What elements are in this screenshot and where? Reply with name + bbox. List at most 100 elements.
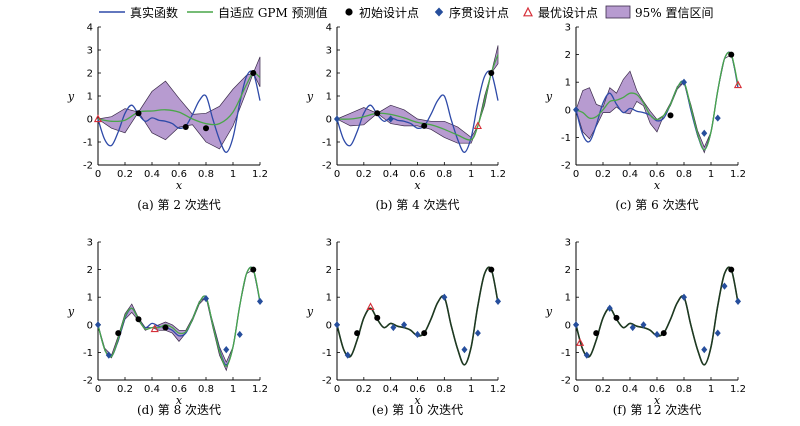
best-point bbox=[733, 80, 743, 89]
true-function-line bbox=[97, 266, 261, 366]
x-tick-label: 0.4 bbox=[144, 169, 160, 180]
y-tick-label: -2 bbox=[561, 376, 571, 387]
x-tick-label: 0.2 bbox=[595, 384, 611, 395]
x-tick-label: 1.2 bbox=[730, 169, 746, 180]
best-point bbox=[93, 114, 103, 123]
sequential-point bbox=[640, 321, 647, 329]
sequential-point bbox=[461, 346, 468, 354]
sequential-point bbox=[573, 321, 579, 329]
true-function-line bbox=[336, 266, 499, 366]
gpm-prediction-line bbox=[97, 266, 261, 367]
initial-point bbox=[182, 124, 189, 131]
y-tick-label: -1 bbox=[322, 138, 332, 149]
initial-point bbox=[421, 330, 428, 337]
sequential-point bbox=[735, 297, 741, 305]
x-axis-label: x bbox=[414, 179, 421, 192]
y-tick-label: 4 bbox=[87, 23, 93, 34]
y-tick-label: 3 bbox=[326, 46, 332, 57]
x-tick-label: 0.6 bbox=[171, 169, 187, 180]
x-tick-label: 1.2 bbox=[252, 169, 268, 180]
x-tick-label: 1.2 bbox=[490, 384, 506, 395]
x-tick-label: 0.6 bbox=[410, 384, 426, 395]
x-tick-label: 1 bbox=[468, 384, 474, 395]
initial-point bbox=[250, 266, 257, 273]
sequential-point bbox=[387, 115, 394, 123]
x-tick-label: 0.4 bbox=[622, 384, 638, 395]
sequential-point bbox=[583, 351, 590, 359]
y-tick-label: -1 bbox=[561, 133, 571, 144]
y-tick-label: -2 bbox=[83, 376, 93, 387]
legend-best-point-label: 最优设计点 bbox=[538, 5, 599, 20]
legend-line-green-icon bbox=[187, 11, 213, 13]
sequential-point bbox=[105, 351, 112, 359]
legend-initial-points-label: 初始设计点 bbox=[359, 5, 420, 20]
legend-true-function: 真实函数 bbox=[98, 3, 178, 21]
sequential-point bbox=[681, 78, 687, 86]
sequential-point bbox=[390, 323, 397, 332]
sequential-point bbox=[203, 294, 209, 303]
y-tick-label: -1 bbox=[83, 348, 93, 359]
ci-band bbox=[97, 269, 261, 372]
legend-initial-points: 初始设计点 bbox=[343, 3, 419, 21]
sequential-point bbox=[721, 282, 728, 290]
x-tick-label: 1 bbox=[708, 169, 714, 180]
x-axis-label: x bbox=[414, 394, 421, 407]
y-tick-label: 2 bbox=[326, 265, 332, 276]
y-tick-label: -2 bbox=[561, 161, 571, 172]
sequential-point bbox=[474, 329, 481, 337]
sequential-point bbox=[401, 321, 408, 329]
initial-point bbox=[613, 314, 620, 321]
initial-point bbox=[162, 324, 169, 331]
initial-point bbox=[374, 110, 381, 117]
legend-diamond-icon bbox=[434, 7, 444, 17]
x-tick-label: 0 bbox=[573, 169, 579, 180]
y-tick-label: 2 bbox=[87, 265, 93, 276]
gpm-prediction-line bbox=[336, 54, 499, 141]
ci-band bbox=[97, 56, 261, 150]
y-tick-label: 1 bbox=[87, 92, 93, 103]
x-tick-label: 0.6 bbox=[649, 384, 665, 395]
y-tick-label: 1 bbox=[565, 78, 571, 89]
x-tick-label: 0.2 bbox=[356, 169, 372, 180]
x-tick-label: 0.8 bbox=[436, 384, 452, 395]
x-tick-label: 0.2 bbox=[356, 384, 372, 395]
legend-line-blue-icon bbox=[99, 11, 125, 13]
y-tick-label: 3 bbox=[87, 46, 93, 57]
y-tick-label: 1 bbox=[326, 293, 332, 304]
ci-band bbox=[575, 54, 739, 154]
initial-point bbox=[728, 266, 735, 273]
panel-caption: (a) 第 2 次迭代 bbox=[137, 198, 221, 212]
x-tick-label: 0.8 bbox=[676, 384, 692, 395]
sequential-point bbox=[606, 304, 613, 312]
panel-caption: (b) 第 4 次迭代 bbox=[375, 198, 459, 212]
sequential-point bbox=[236, 330, 243, 339]
y-tick-label: 1 bbox=[565, 293, 571, 304]
x-axis-label: x bbox=[654, 394, 661, 407]
x-tick-label: 0.4 bbox=[622, 169, 638, 180]
initial-point bbox=[203, 125, 209, 132]
true-function-line bbox=[336, 70, 499, 153]
sequential-point bbox=[95, 321, 101, 329]
x-tick-label: 0.2 bbox=[117, 169, 133, 180]
initial-point bbox=[728, 51, 735, 58]
sequential-point bbox=[441, 293, 448, 301]
sequential-point bbox=[414, 330, 421, 339]
x-tick-label: 1 bbox=[230, 384, 236, 395]
initial-point bbox=[488, 70, 495, 76]
x-tick-label: 1.2 bbox=[252, 384, 268, 395]
x-tick-label: 0 bbox=[95, 384, 101, 395]
y-tick-label: -1 bbox=[83, 138, 93, 149]
x-tick-label: 0 bbox=[334, 169, 340, 180]
x-tick-label: 0.2 bbox=[595, 169, 611, 180]
sequential-point bbox=[334, 115, 340, 123]
true-function-line bbox=[575, 51, 739, 151]
y-axis-label: y bbox=[545, 90, 553, 103]
sequential-point bbox=[654, 330, 660, 339]
sequential-point bbox=[714, 329, 721, 337]
sequential-point bbox=[334, 321, 340, 329]
legend-gpm-prediction: 自适应 GPM 预测值 bbox=[186, 3, 328, 21]
x-tick-label: 1 bbox=[708, 384, 714, 395]
x-tick-label: 0 bbox=[573, 384, 579, 395]
x-tick-label: 0.8 bbox=[198, 384, 214, 395]
y-tick-label: -1 bbox=[561, 348, 571, 359]
